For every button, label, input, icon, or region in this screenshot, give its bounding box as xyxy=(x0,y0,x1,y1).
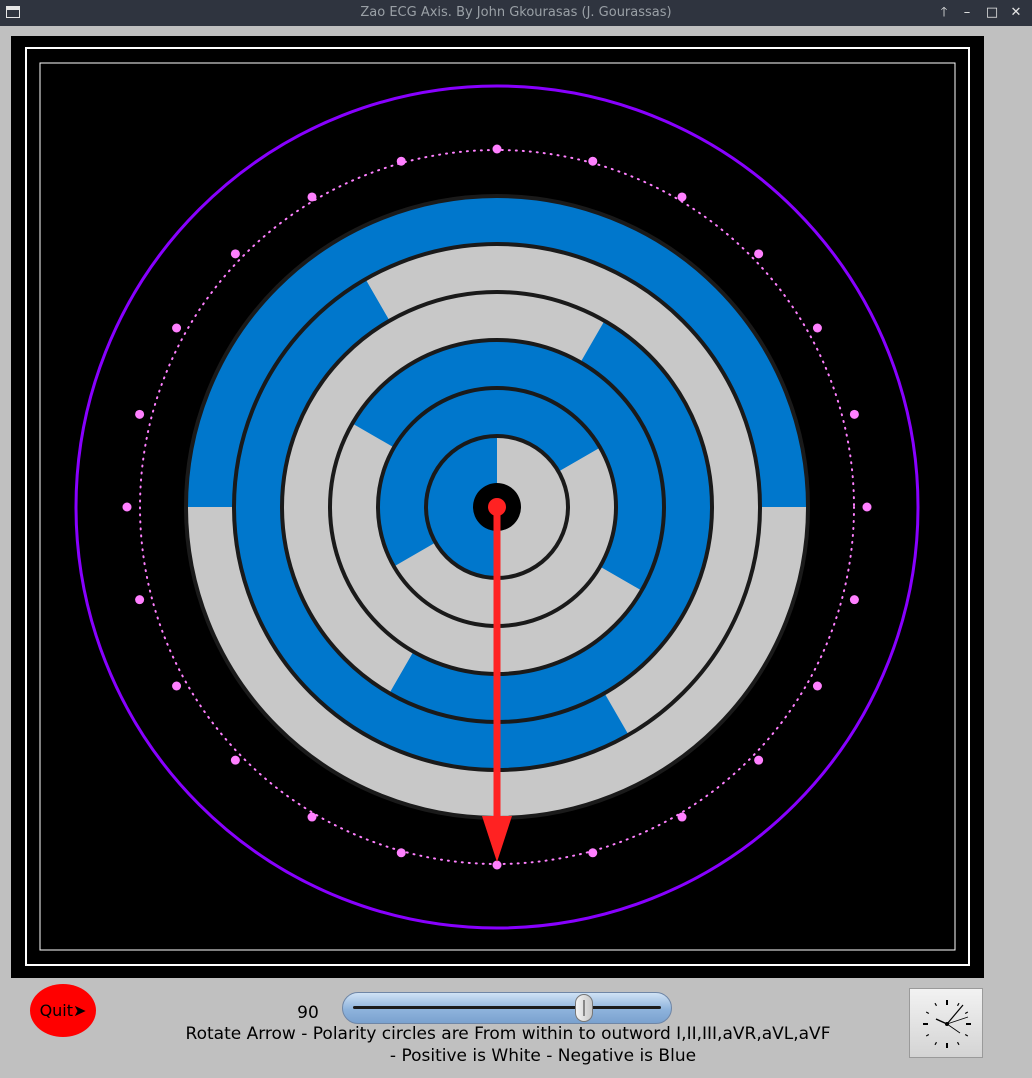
tick-dot xyxy=(677,812,687,822)
tick-dot xyxy=(588,848,598,858)
tick-dot xyxy=(754,249,764,259)
ecg-axis-canvas[interactable] xyxy=(11,36,984,978)
quit-button[interactable]: Quit➤ xyxy=(30,984,96,1037)
tick-dot xyxy=(849,595,859,605)
tick-dot xyxy=(172,681,182,691)
tick-dot xyxy=(849,409,859,419)
inner-frame xyxy=(39,62,956,951)
caption-line-1: Rotate Arrow - Polarity circles are From… xyxy=(185,1024,831,1044)
title-bar: Zao ECG Axis. By John Gkourasas (J. Gour… xyxy=(0,0,1032,26)
tick-dot xyxy=(812,681,822,691)
tick-dot xyxy=(812,323,822,333)
slider-thumb[interactable] xyxy=(575,994,593,1022)
tick-dot xyxy=(230,755,240,765)
tick-dot xyxy=(135,409,145,419)
arrow-head xyxy=(482,816,512,862)
tick-dot xyxy=(122,502,132,512)
minimize-button[interactable]: – xyxy=(963,5,971,20)
tick-dot xyxy=(492,144,502,154)
tick-dot xyxy=(307,192,317,202)
outer-circle xyxy=(74,84,920,930)
tick-dot xyxy=(492,860,502,870)
caption-line-2: - Positive is White - Negative is Blue xyxy=(389,1046,697,1066)
clock-icon xyxy=(923,1000,971,1048)
axis-diagram xyxy=(25,47,970,966)
raise-button[interactable]: 🡑 xyxy=(940,5,948,20)
negative-half xyxy=(426,436,497,578)
tick-dot xyxy=(677,192,687,202)
tick-dot xyxy=(396,848,406,858)
slider-track xyxy=(353,1006,661,1009)
tick-dot xyxy=(307,812,317,822)
maximize-button[interactable]: □ xyxy=(985,5,999,20)
tick-dot xyxy=(172,323,182,333)
axis-arrow[interactable] xyxy=(482,498,512,862)
arrow-pivot xyxy=(488,498,506,516)
tick-dot xyxy=(862,502,872,512)
positive-half xyxy=(497,436,568,578)
tick-dot xyxy=(396,156,406,166)
lead-ring-i xyxy=(424,434,570,580)
angle-value: 90 xyxy=(297,1003,319,1023)
tick-dot xyxy=(588,156,598,166)
close-button[interactable]: ✕ xyxy=(1010,5,1022,20)
window-title: Zao ECG Axis. By John Gkourasas (J. Gour… xyxy=(360,5,672,20)
tick-dot xyxy=(754,755,764,765)
window-icon[interactable] xyxy=(6,6,20,18)
tick-dot xyxy=(135,595,145,605)
clock-button[interactable] xyxy=(909,988,983,1058)
angle-slider[interactable] xyxy=(342,992,672,1024)
outer-frame xyxy=(25,47,970,966)
tick-dot xyxy=(230,249,240,259)
